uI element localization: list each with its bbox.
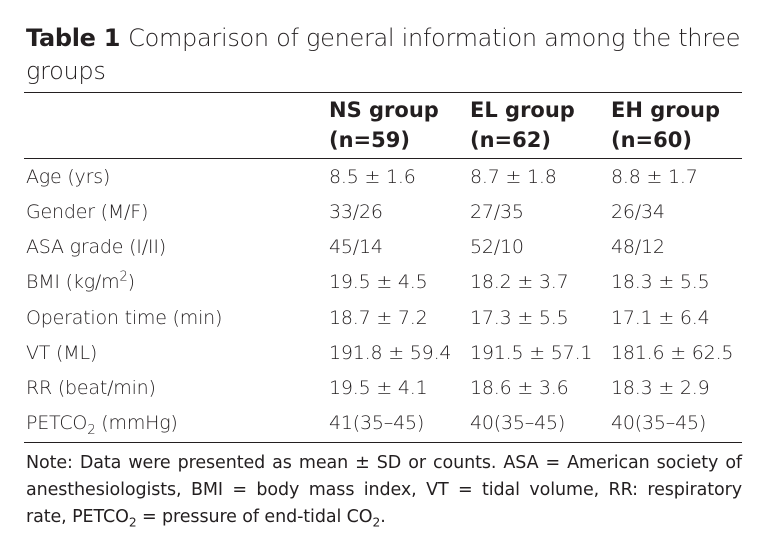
table-cell: 8.8 ± 1.7 — [611, 166, 698, 188]
table-footnote: Note: Data were presented as mean ± SD o… — [26, 450, 742, 531]
table-cell: 45/14 — [329, 236, 383, 258]
table-cell: 18.2 ± 3.7 — [470, 271, 569, 293]
table-cell: 18.7 ± 7.2 — [329, 307, 428, 329]
row-label: RR (beat/min) — [26, 377, 156, 399]
row-label: VT (ML) — [26, 342, 98, 364]
column-header-ns: NS group (n=59) — [329, 95, 439, 155]
row-label-text: PETCO — [26, 412, 88, 434]
table-cell: 40(35–45) — [611, 412, 707, 434]
row-label-bmi: BMI (kg/m2) — [26, 270, 135, 294]
table-cell: 18.6 ± 3.6 — [470, 377, 569, 399]
footnote-text: Note: Data were presented as mean ± SD o… — [26, 453, 742, 527]
row-label: ASA grade (I/II) — [26, 236, 166, 258]
column-header-el-name: EL group — [470, 98, 575, 122]
row-label-petco2: PETCO2 (mmHg) — [26, 411, 178, 438]
table-cell: 191.8 ± 59.4 — [329, 342, 452, 364]
footnote-subscript: 2 — [372, 515, 381, 530]
table-label: Table 1 — [26, 24, 121, 52]
footnote-subscript: 2 — [128, 515, 137, 530]
table-cell: 18.3 ± 2.9 — [611, 377, 710, 399]
row-label: Operation time (min) — [26, 307, 223, 329]
footnote-text: . — [380, 507, 386, 527]
column-header-eh-n: (n=60) — [611, 128, 692, 152]
table-cell: 8.7 ± 1.8 — [470, 166, 557, 188]
column-header-eh-name: EH group — [611, 98, 721, 122]
row-label-superscript: 2 — [119, 269, 128, 285]
table-caption: Table 1 Comparison of general information… — [26, 22, 746, 88]
column-header-ns-n: (n=59) — [329, 128, 410, 152]
column-header-el: EL group (n=62) — [470, 95, 575, 155]
table-title: Comparison of general information among … — [26, 24, 741, 85]
row-label-subscript: 2 — [87, 422, 96, 438]
row-label-text: ) — [127, 271, 135, 293]
row-label-text: (mmHg) — [95, 412, 178, 434]
column-header-el-n: (n=62) — [470, 128, 551, 152]
footnote-text: = pressure of end-tidal CO — [136, 507, 373, 527]
table-cell: 41(35–45) — [329, 412, 425, 434]
header-bottom-rule — [24, 158, 742, 159]
table-cell: 8.5 ± 1.6 — [329, 166, 416, 188]
row-label: Gender (M/F) — [26, 201, 149, 223]
table-cell: 33/26 — [329, 201, 383, 223]
column-header-ns-name: NS group — [329, 98, 439, 122]
table-cell: 48/12 — [611, 236, 665, 258]
table-cell: 52/10 — [470, 236, 524, 258]
table-bottom-rule — [24, 442, 742, 443]
table-cell: 26/34 — [611, 201, 665, 223]
table-cell: 19.5 ± 4.1 — [329, 377, 428, 399]
table-cell: 40(35–45) — [470, 412, 566, 434]
table-cell: 17.1 ± 6.4 — [611, 307, 710, 329]
column-header-eh: EH group (n=60) — [611, 95, 720, 155]
table-cell: 181.6 ± 62.5 — [611, 342, 734, 364]
table-cell: 27/35 — [470, 201, 524, 223]
table-cell: 17.3 ± 5.5 — [470, 307, 569, 329]
header-top-rule — [24, 92, 742, 93]
row-label-text: BMI (kg/m — [26, 271, 120, 293]
row-label: Age (yrs) — [26, 166, 111, 188]
table-cell: 18.3 ± 5.5 — [611, 271, 710, 293]
table-cell: 19.5 ± 4.5 — [329, 271, 428, 293]
table-cell: 191.5 ± 57.1 — [470, 342, 593, 364]
